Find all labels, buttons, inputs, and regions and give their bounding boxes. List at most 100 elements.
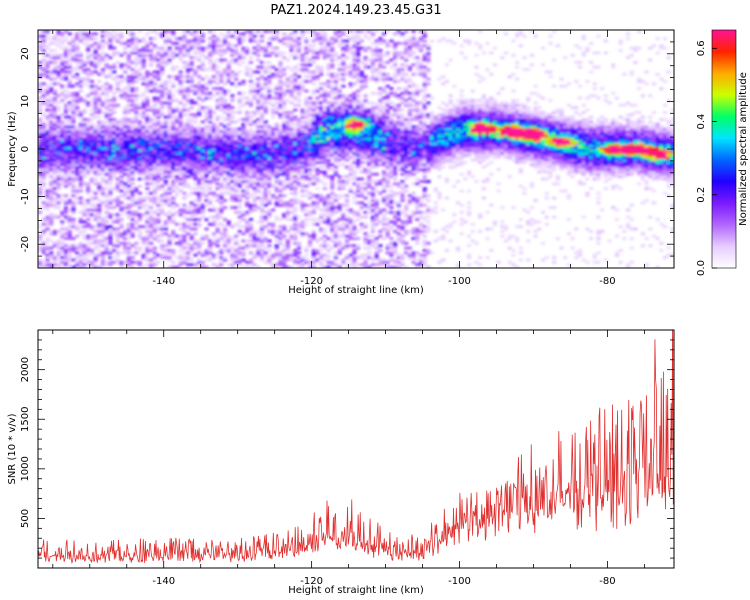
heatmap-cell xyxy=(300,263,305,267)
heatmap-cell xyxy=(38,206,43,210)
heatmap-cell xyxy=(237,246,242,250)
heatmap-cell xyxy=(156,77,161,81)
heatmap-cell xyxy=(270,132,276,136)
heatmap-cell xyxy=(174,179,180,183)
heatmap-cell xyxy=(130,125,135,129)
heatmap-cell xyxy=(126,139,132,143)
heatmap-cell xyxy=(230,149,235,152)
heatmap-cell xyxy=(171,151,176,155)
heatmap-cell xyxy=(104,141,109,145)
heatmap-cell xyxy=(263,96,268,100)
heatmap-cell xyxy=(174,46,180,50)
heatmap-cell xyxy=(115,134,120,138)
heatmap-cell xyxy=(145,220,150,224)
heatmap-cell xyxy=(45,53,50,57)
heatmap-cell xyxy=(185,132,191,136)
heatmap-cell xyxy=(141,139,146,143)
heatmap-cell xyxy=(241,165,246,169)
heatmap-cell xyxy=(241,210,246,214)
heatmap-cell xyxy=(226,129,231,133)
heatmap-cell xyxy=(167,39,172,43)
heatmap-cell xyxy=(241,153,246,157)
heatmap-cell xyxy=(56,146,61,150)
heatmap-cell xyxy=(160,210,165,214)
heatmap-cell xyxy=(148,222,154,226)
heatmap-cell xyxy=(237,220,242,224)
heatmap-cell xyxy=(267,146,272,150)
heatmap-cell xyxy=(307,170,313,174)
heatmap-cell xyxy=(330,175,335,179)
heatmap-cell xyxy=(259,196,265,200)
heatmap-cell xyxy=(319,237,324,241)
heatmap-cell xyxy=(304,246,309,250)
heatmap-cell xyxy=(274,137,279,141)
heatmap-cell xyxy=(245,101,250,105)
heatmap-cell xyxy=(126,165,132,169)
heatmap-cell xyxy=(86,139,91,143)
heatmap-cell xyxy=(285,134,291,138)
heatmap-cell xyxy=(185,194,191,198)
heatmap-cell xyxy=(137,39,143,43)
heatmap-cell xyxy=(171,82,176,86)
heatmap-cell xyxy=(278,113,283,117)
heatmap-cell xyxy=(89,32,95,36)
heatmap-cell xyxy=(97,158,102,162)
heatmap-cell xyxy=(185,137,191,141)
heatmap-cell xyxy=(289,191,294,195)
heatmap-cell xyxy=(182,30,187,33)
heatmap-cell xyxy=(215,72,220,76)
heatmap-cell xyxy=(49,96,54,100)
heatmap-cell xyxy=(248,153,254,157)
heatmap-cell xyxy=(315,106,320,110)
heatmap-cell xyxy=(267,70,272,74)
heatmap-cell xyxy=(49,77,54,81)
heatmap-cell xyxy=(60,232,65,236)
heatmap-cell xyxy=(130,132,135,136)
heatmap-cell xyxy=(237,182,242,186)
heatmap-cell xyxy=(130,194,135,198)
heatmap-cell xyxy=(182,141,187,145)
heatmap-cell xyxy=(333,141,339,145)
heatmap-cell xyxy=(311,70,316,74)
heatmap-cell xyxy=(63,172,69,176)
heatmap-cell xyxy=(197,146,202,150)
heatmap-cell xyxy=(126,103,132,107)
heatmap-cell xyxy=(52,89,58,93)
heatmap-cell xyxy=(200,168,205,172)
heatmap-cell xyxy=(71,99,76,102)
heatmap-cell xyxy=(52,163,58,167)
heatmap-cell xyxy=(163,172,169,176)
heatmap-cell xyxy=(111,175,117,179)
heatmap-cell xyxy=(115,151,120,155)
heatmap-cell xyxy=(285,89,291,93)
heatmap-cell xyxy=(134,63,139,67)
heatmap-cell xyxy=(63,184,69,188)
heatmap-cell xyxy=(123,132,128,136)
heatmap-cell xyxy=(189,191,194,195)
heatmap-cell xyxy=(111,170,117,174)
heatmap-cell xyxy=(137,151,143,155)
heatmap-cell xyxy=(56,125,61,129)
heatmap-cell xyxy=(274,172,279,176)
heatmap-cell xyxy=(215,244,220,248)
heatmap-cell xyxy=(93,41,98,45)
heatmap-cell xyxy=(233,84,239,88)
heatmap-cell xyxy=(315,132,320,136)
heatmap-cell xyxy=(119,32,124,36)
heatmap-cell xyxy=(307,139,313,143)
heatmap-cell xyxy=(141,63,146,67)
heatmap-cell xyxy=(56,44,61,48)
heatmap-cell xyxy=(293,39,298,43)
heatmap-cell xyxy=(245,120,250,124)
heatmap-cell xyxy=(38,175,43,179)
heatmap-cell xyxy=(115,84,120,88)
heatmap-cell xyxy=(289,75,294,79)
heatmap-cell xyxy=(263,253,268,257)
heatmap-cell xyxy=(185,218,191,221)
heatmap-cell xyxy=(311,122,316,126)
heatmap-cell xyxy=(241,158,246,162)
heatmap-cell xyxy=(322,132,328,136)
heatmap-cell xyxy=(78,253,83,257)
heatmap-cell xyxy=(270,172,276,176)
heatmap-cell xyxy=(56,56,61,60)
